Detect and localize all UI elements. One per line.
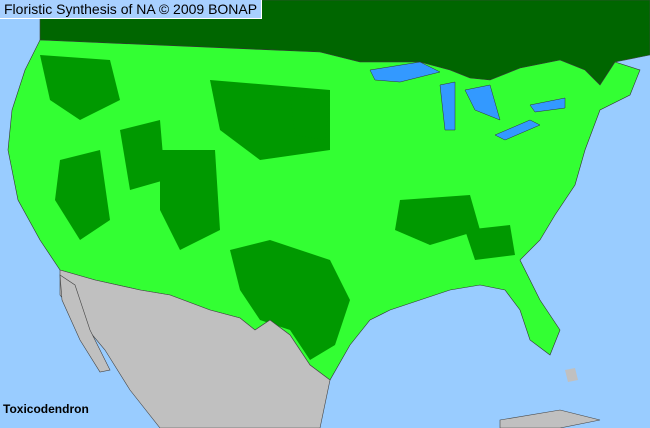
taxon-label: Toxicodendron [3, 402, 89, 416]
mexico [59, 269, 331, 428]
native-county-patches [40, 55, 515, 360]
cuba [499, 409, 601, 428]
bahamas [565, 368, 578, 382]
great-lakes [369, 61, 566, 141]
baja-california [59, 274, 111, 373]
map-title: Floristic Synthesis of NA © 2009 BONAP [0, 0, 263, 19]
